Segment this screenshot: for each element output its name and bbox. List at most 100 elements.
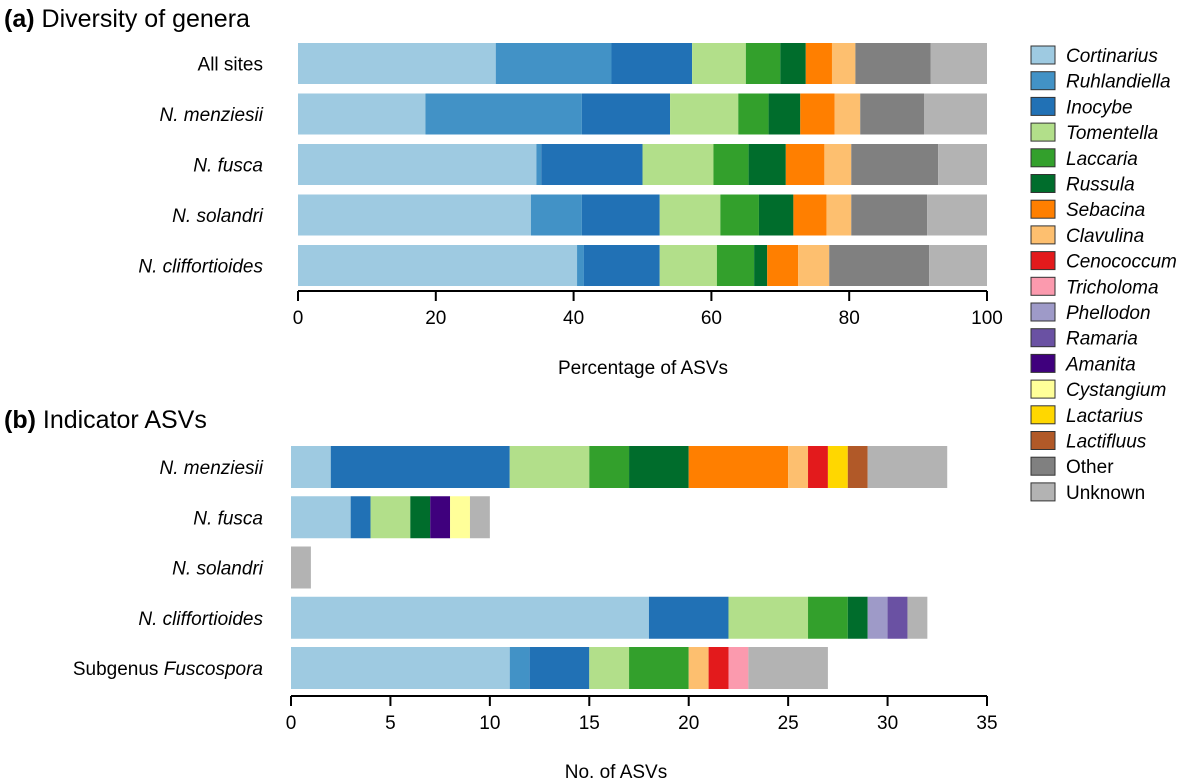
bar-a-row2-russula bbox=[748, 144, 786, 185]
bar-b-row0-cenococcum bbox=[808, 446, 828, 488]
bar-a-row0-cortinarius bbox=[298, 43, 496, 84]
tick-label-b-5: 25 bbox=[778, 713, 799, 734]
bar-b-row4-ruhlandiella bbox=[509, 647, 530, 689]
tick-label-b-1: 5 bbox=[385, 713, 396, 734]
bar-a-row2-inocybe bbox=[541, 144, 643, 185]
bar-a-row3-russula bbox=[758, 194, 794, 236]
bar-b-row0-sebacina bbox=[688, 446, 789, 488]
bar-b-row1-amanita bbox=[430, 496, 451, 539]
bar-b-row4-inocybe bbox=[529, 647, 590, 689]
legend-label-cortinarius: Cortinarius bbox=[1066, 46, 1158, 67]
bar-a-row3-clavulina bbox=[826, 194, 852, 236]
panel-a: (a) Diversity of genera All sites N. menz… bbox=[4, 5, 1003, 379]
bar-a-row4-laccaria bbox=[716, 245, 755, 286]
legend-label-tricholoma: Tricholoma bbox=[1066, 277, 1159, 298]
bar-b-row0-laccaria bbox=[589, 446, 630, 488]
bar-b-row3-inocybe bbox=[648, 596, 729, 639]
bar-a-row0-clavulina bbox=[831, 43, 856, 84]
legend-swatch-tricholoma bbox=[1030, 276, 1056, 296]
bar-a-row2-ruhlandiella bbox=[536, 144, 542, 185]
bar-b-row0-unknown bbox=[867, 446, 948, 488]
tick-label-a-2: 40 bbox=[563, 308, 584, 329]
legend-label-tomentella: Tomentella bbox=[1066, 123, 1158, 144]
panel-b-x-axis-label: No. of ASVs bbox=[565, 762, 667, 783]
panel-b-category-labels: N. menziesii N. fusca N. solandri N. cliffo… bbox=[73, 458, 264, 680]
bar-a-row3-tomentella bbox=[659, 194, 721, 236]
legend-swatch-lactarius bbox=[1030, 405, 1056, 425]
panel-a-bars bbox=[298, 43, 987, 286]
category-label-b-2: N. solandri bbox=[172, 559, 264, 580]
legend-swatch-unknown bbox=[1030, 482, 1056, 502]
bar-b-row1-cortinarius bbox=[291, 496, 351, 539]
legend-swatch-laccaria bbox=[1030, 148, 1056, 168]
tick-label-a-0: 0 bbox=[293, 308, 304, 329]
bar-b-row0-clavulina bbox=[788, 446, 809, 488]
category-label-b-3: N. cliffortioides bbox=[138, 609, 263, 630]
panel-a-x-axis-label: Percentage of ASVs bbox=[558, 358, 728, 379]
bar-a-row2-clavulina bbox=[824, 144, 852, 185]
bar-a-row1-sebacina bbox=[800, 93, 835, 135]
bar-a-row3-sebacina bbox=[793, 194, 827, 236]
bar-a-row0-ruhlandiella bbox=[495, 43, 612, 84]
legend-swatch-russula bbox=[1030, 174, 1056, 193]
bar-b-row4-tricholoma bbox=[728, 647, 749, 689]
bar-b-row1-tomentella bbox=[370, 496, 411, 539]
bar-a-row4-ruhlandiella bbox=[577, 245, 584, 286]
bar-a-row2-cortinarius bbox=[298, 144, 537, 185]
bar-b-row1-unknown bbox=[469, 496, 490, 539]
legend-label-unknown: Unknown bbox=[1066, 483, 1145, 504]
legend-label-inocybe: Inocybe bbox=[1066, 97, 1133, 118]
panel-a-x-axis: 0 20 40 60 80 100 bbox=[293, 290, 1003, 329]
legend-label-clavulina: Clavulina bbox=[1066, 226, 1144, 247]
bar-b-row3-unknown bbox=[907, 596, 928, 639]
bar-b-row4-cenococcum bbox=[708, 647, 729, 689]
legend-swatch-ruhlandiella bbox=[1030, 71, 1056, 91]
panel-a-title: (a) Diversity of genera bbox=[4, 5, 250, 33]
bar-a-row1-cortinarius bbox=[298, 93, 426, 135]
bar-a-row3-inocybe bbox=[581, 194, 660, 236]
bar-b-row4-laccaria bbox=[629, 647, 689, 689]
bar-b-row1-inocybe bbox=[350, 496, 371, 539]
bar-b-row0-lactarius bbox=[827, 446, 848, 488]
tick-label-b-3: 15 bbox=[579, 713, 600, 734]
bar-b-row1-cystangium bbox=[450, 496, 470, 539]
legend-label-cenococcum: Cenococcum bbox=[1066, 252, 1177, 273]
legend-swatch-inocybe bbox=[1030, 96, 1056, 116]
category-label-b-0: N. menziesii bbox=[160, 458, 264, 479]
panel-b-bars bbox=[291, 446, 948, 689]
legend-swatch-amanita bbox=[1030, 353, 1056, 373]
legend-swatch-cenococcum bbox=[1030, 251, 1056, 271]
bar-b-row3-tomentella bbox=[728, 596, 809, 639]
bar-a-row0-inocybe bbox=[611, 43, 693, 84]
legend-label-laccaria: Laccaria bbox=[1066, 149, 1138, 170]
bar-a-row1-ruhlandiella bbox=[425, 93, 582, 135]
bar-b-row3-cortinarius bbox=[291, 596, 649, 639]
bar-a-row3-cortinarius bbox=[298, 194, 531, 236]
legend-swatch-cystangium bbox=[1030, 379, 1056, 399]
bar-a-row3-laccaria bbox=[720, 194, 759, 236]
bar-b-row0-russula bbox=[629, 446, 689, 488]
bar-a-row1-laccaria bbox=[738, 93, 769, 135]
legend-label-sebacina: Sebacina bbox=[1066, 200, 1145, 221]
category-label-a-2: N. fusca bbox=[193, 156, 263, 177]
legend-swatch-phellodon bbox=[1030, 302, 1056, 322]
category-label-a-0: All sites bbox=[198, 55, 263, 76]
legend-label-lactifluus: Lactifluus bbox=[1066, 432, 1147, 453]
category-label-b-1: N. fusca bbox=[193, 508, 263, 529]
bar-b-row3-phellodon bbox=[867, 596, 888, 639]
legend-swatch-sebacina bbox=[1030, 199, 1056, 219]
bar-a-row3-unknown bbox=[927, 194, 987, 236]
bar-a-row4-clavulina bbox=[798, 245, 830, 286]
bar-b-row2-unknown bbox=[291, 546, 311, 589]
bar-b-row4-unknown bbox=[748, 647, 828, 689]
legend-swatch-clavulina bbox=[1030, 225, 1056, 245]
legend-label-cystangium: Cystangium bbox=[1066, 380, 1166, 401]
bar-a-row0-russula bbox=[780, 43, 806, 84]
legend-label-ruhlandiella: Ruhlandiella bbox=[1066, 72, 1171, 93]
bar-a-row4-cortinarius bbox=[298, 245, 578, 286]
bar-a-row1-unknown bbox=[924, 93, 987, 135]
tick-label-a-3: 60 bbox=[701, 308, 722, 329]
tick-label-b-0: 0 bbox=[286, 713, 297, 734]
bar-a-row4-russula bbox=[754, 245, 768, 286]
